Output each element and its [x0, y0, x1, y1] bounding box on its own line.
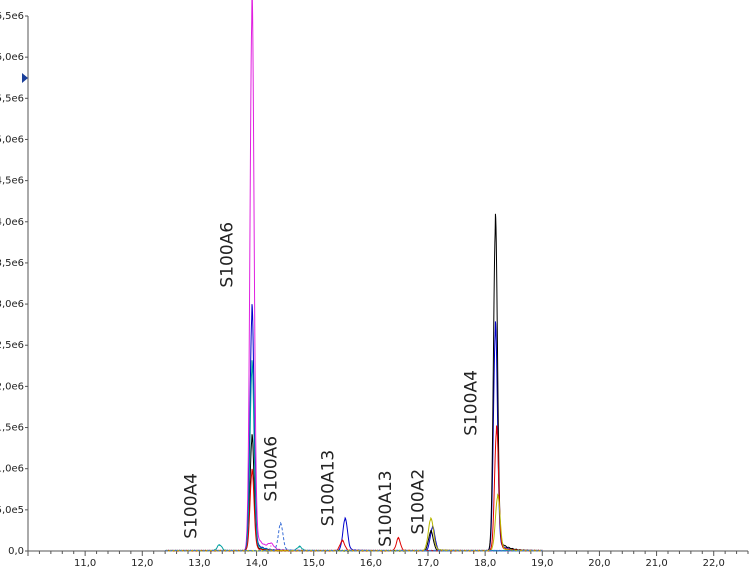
peak-point	[270, 545, 272, 547]
series-6	[165, 521, 543, 552]
peak-label: S100A2	[408, 469, 428, 535]
y-tick-label: 1,0e6	[0, 464, 24, 475]
peak-label: S100A6	[218, 222, 238, 288]
x-tick-label: 22,0	[703, 558, 725, 568]
y-tick-label: 2,5e6	[0, 340, 24, 351]
peak-point	[251, 472, 253, 474]
series-group	[164, 0, 543, 552]
x-tick-label: 16,0	[360, 558, 382, 568]
peak-label: S100A6	[262, 436, 282, 502]
series-4	[164, 425, 543, 552]
axes: 0,0 5,0e5 1,0e6 1,5e6 2,0e6 2,5e6 3,0e6 3,5e6 4,…	[0, 11, 749, 568]
y-axis-marker-icon[interactable]	[22, 73, 28, 83]
peak-point	[251, 315, 253, 318]
peak-point	[251, 15, 253, 17]
x-tick-label: 21,0	[645, 558, 667, 568]
peak-point	[251, 439, 253, 441]
peak-point	[495, 431, 498, 433]
peak-point	[279, 524, 282, 526]
peak-point	[497, 496, 499, 499]
x-tick-label: 11,0	[74, 558, 96, 568]
peak-point	[341, 540, 343, 542]
peak-point	[430, 519, 432, 521]
series-3	[164, 360, 543, 552]
x-tick-label: 12,0	[131, 558, 153, 568]
peak-label: S100A13	[319, 450, 339, 527]
x-tick-label: 15,0	[303, 558, 325, 568]
series-line	[164, 425, 543, 552]
x-tick-label: 19,0	[531, 558, 553, 568]
peak-point	[251, 369, 253, 371]
y-tick-label: 5,5e6	[0, 93, 24, 104]
y-tick-label: 4,5e6	[0, 176, 24, 187]
series-line	[164, 493, 543, 552]
peak-point	[494, 332, 497, 334]
y-tick-label: 6,5e6	[0, 11, 24, 22]
x-tick-label: 18,0	[474, 558, 496, 568]
y-tick-label: 1,5e6	[0, 423, 24, 434]
x-tick-label: 14,0	[245, 558, 267, 568]
x-tick-label: 17,0	[417, 558, 439, 568]
y-tick-label: 2,0e6	[0, 381, 24, 392]
x-tick-label: 20,0	[588, 558, 610, 568]
peak-point	[344, 519, 346, 521]
series-5	[164, 493, 543, 552]
y-tick-label: 5,0e5	[0, 505, 24, 516]
y-tick-label: 3,0e6	[0, 299, 24, 310]
peak-point	[298, 546, 301, 548]
y-tick-label: 4,0e6	[0, 217, 24, 228]
annotations: S100A6 S100A4 S100A6 S100A13 S100A13 S100A2 S1…	[182, 222, 482, 547]
series-line	[165, 521, 543, 552]
peak-point	[397, 538, 399, 540]
peak-point	[430, 531, 432, 533]
series-line	[164, 360, 543, 552]
y-tick-label: 3,5e6	[0, 258, 24, 269]
x-tick-label: 13,0	[188, 558, 210, 568]
series-line	[164, 304, 543, 552]
series-1	[164, 304, 543, 552]
peak-label: S100A4	[462, 370, 482, 436]
y-tick-label: 6,0e6	[0, 52, 24, 63]
y-tick-label: 0,0	[8, 546, 24, 557]
y-tick-label: 5,0e6	[0, 134, 24, 145]
peak-point	[218, 544, 221, 546]
peak-label: S100A13	[376, 470, 396, 547]
peak-label: S100A4	[182, 473, 202, 539]
peak-point	[494, 229, 497, 231]
